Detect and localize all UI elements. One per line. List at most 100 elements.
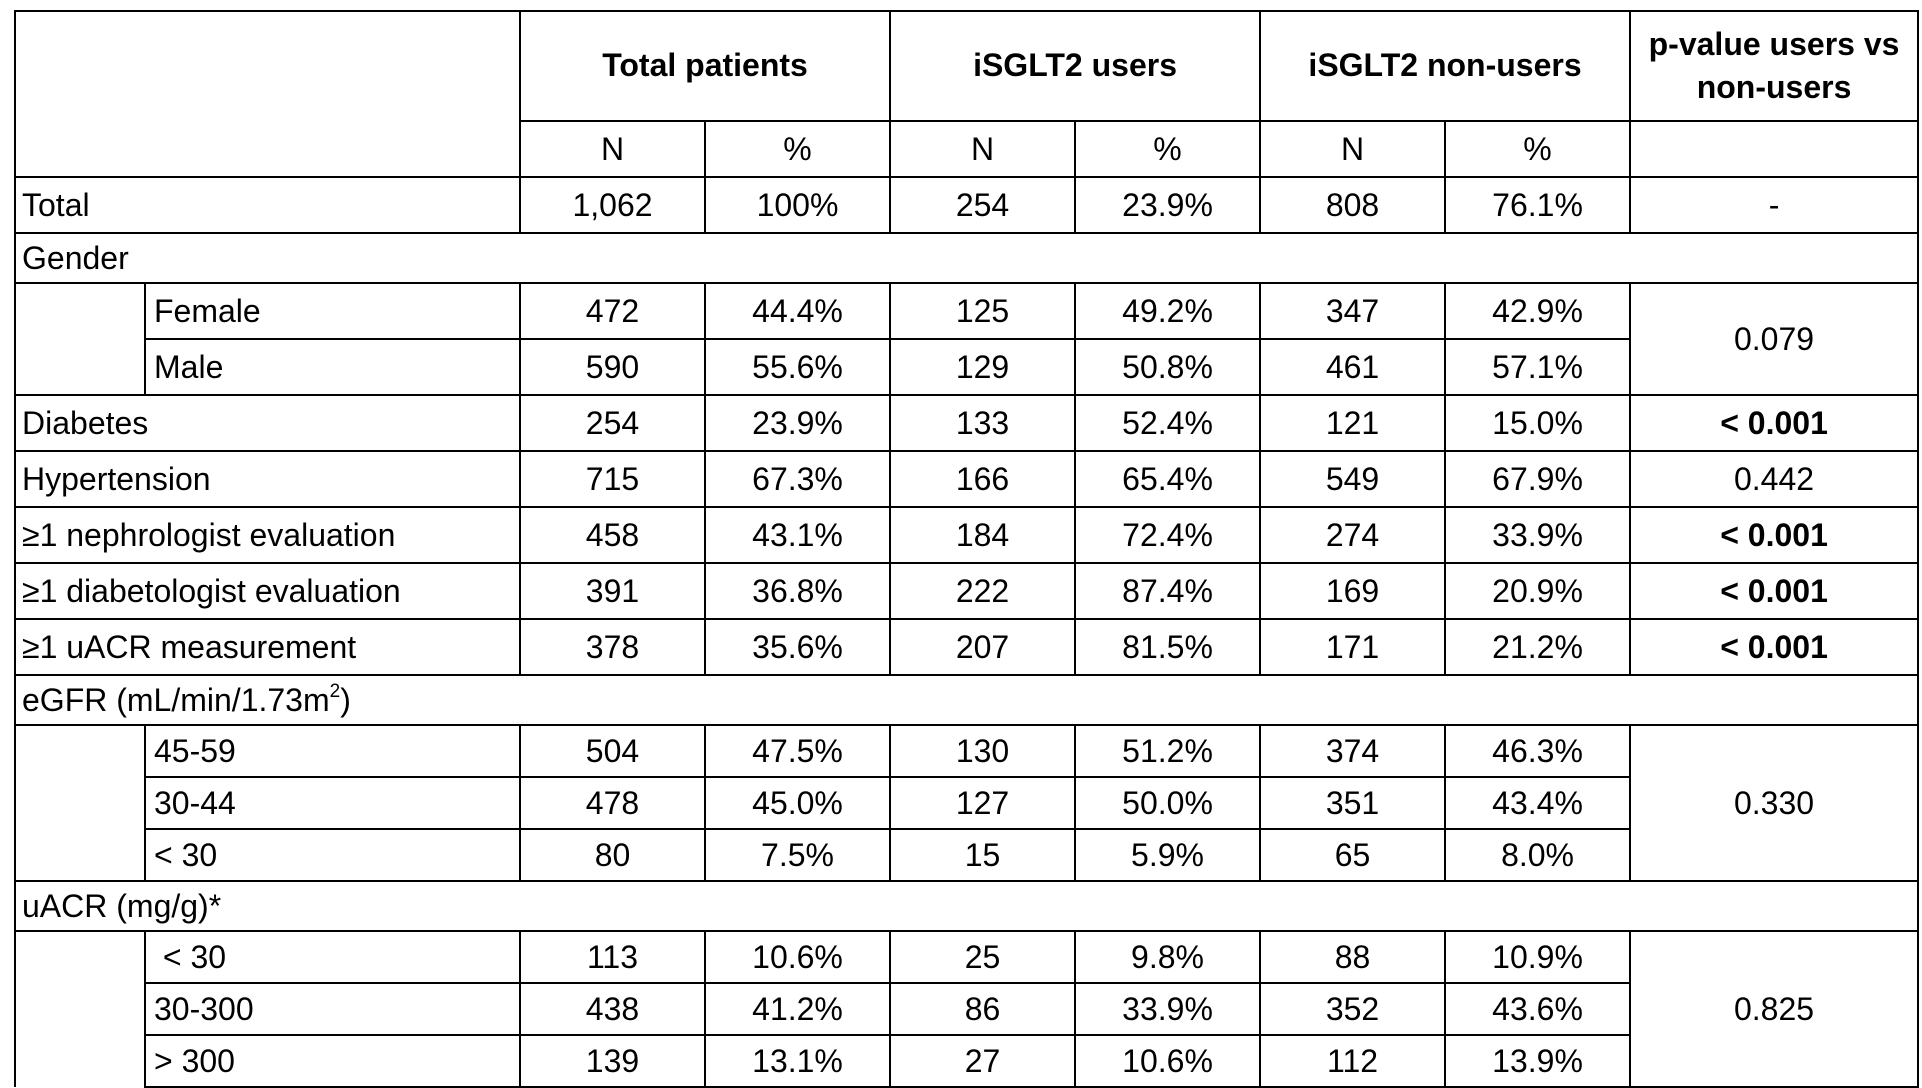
row-label: 30-44	[144, 776, 521, 830]
cell: 129	[889, 338, 1077, 396]
cell: 472	[519, 282, 706, 340]
cell: 112	[1259, 1034, 1447, 1088]
pvalue-cell: 0.825	[1629, 930, 1920, 1088]
cell: 127	[889, 776, 1077, 830]
cell: 46.3%	[1444, 724, 1632, 778]
indent-cell	[14, 724, 146, 881]
cell: 25	[889, 930, 1077, 984]
table-row: 45-59 504 47.5% 130 51.2% 374 46.3% 0.33…	[14, 724, 1920, 882]
cell: 15	[889, 828, 1077, 882]
cell: 42.9%	[1444, 282, 1632, 340]
table-row: ≥1 uACR measurement 378 35.6% 207 81.5% …	[14, 618, 1920, 676]
cell: 130	[889, 724, 1077, 778]
header-n: N	[1259, 120, 1447, 178]
pvalue-cell: < 0.001	[1629, 394, 1920, 452]
cell: 13.1%	[703, 1034, 892, 1088]
section-row: Gender	[13, 232, 1920, 284]
cell: 169	[1259, 562, 1447, 620]
cell: 5.9%	[1074, 828, 1262, 882]
header-pct: %	[703, 120, 892, 178]
pvalue-cell: < 0.001	[1629, 506, 1920, 564]
cell: 51.2%	[1074, 724, 1262, 778]
row-label: Hypertension	[14, 450, 521, 508]
cell: 438	[519, 982, 706, 1036]
row-label: 30-300	[144, 982, 521, 1036]
header-non-users: iSGLT2 non-users	[1259, 10, 1632, 122]
cell: 808	[1259, 176, 1447, 234]
cell: 100%	[703, 176, 892, 234]
cell: 76.1%	[1444, 176, 1632, 234]
header-n: N	[889, 120, 1077, 178]
cell: 374	[1259, 724, 1447, 778]
header-pct: %	[1444, 120, 1632, 178]
cell: 45.0%	[703, 776, 892, 830]
table-row: Diabetes 254 23.9% 133 52.4% 121 15.0% <…	[14, 394, 1920, 452]
cell: 13.9%	[1444, 1034, 1632, 1088]
table-row: > 300 139 13.1% 27 10.6% 112 13.9%	[15, 1034, 1918, 1088]
row-label: 45-59	[144, 724, 521, 778]
subheader-row: N % N % N %	[15, 120, 1920, 178]
section-label: Gender	[13, 232, 1920, 284]
pvalue-cell: -	[1629, 176, 1920, 234]
cell: 166	[889, 450, 1077, 508]
cell: 1,062	[519, 176, 706, 234]
cell: 44.4%	[703, 282, 892, 340]
cell: 47.5%	[703, 724, 892, 778]
header-pct: %	[1074, 120, 1262, 178]
cell: 43.4%	[1444, 776, 1632, 830]
cell: 15.0%	[1444, 394, 1632, 452]
cell: 41.2%	[703, 982, 892, 1036]
cell: 458	[519, 506, 706, 564]
cell: 87.4%	[1074, 562, 1262, 620]
cell: 121	[1259, 394, 1447, 452]
section-label: eGFR (mL/min/1.73m2)	[13, 674, 1920, 726]
cell: 7.5%	[703, 828, 892, 882]
cell: 133	[889, 394, 1077, 452]
cell: 254	[519, 394, 706, 452]
cell: 21.2%	[1444, 618, 1632, 676]
cell: 207	[889, 618, 1077, 676]
table-row: < 30 80 7.5% 15 5.9% 65 8.0%	[15, 828, 1918, 882]
pvalue-cell: < 0.001	[1629, 562, 1920, 620]
cell: 67.9%	[1444, 450, 1632, 508]
row-label: Male	[144, 338, 521, 396]
cell: 65.4%	[1074, 450, 1262, 508]
indent-cell	[14, 282, 146, 395]
cell: 10.6%	[703, 930, 892, 984]
corner-cell	[14, 10, 521, 178]
cell: 72.4%	[1074, 506, 1262, 564]
cell: 274	[1259, 506, 1447, 564]
row-label: Total	[14, 176, 521, 234]
row-label: Diabetes	[14, 394, 521, 452]
cell: 50.0%	[1074, 776, 1262, 830]
cell: 171	[1259, 618, 1447, 676]
table-row: Hypertension 715 67.3% 166 65.4% 549 67.…	[14, 450, 1920, 508]
pvalue-cell: < 0.001	[1629, 618, 1920, 676]
header-users: iSGLT2 users	[889, 10, 1262, 122]
egfr-label-sup: 2	[329, 680, 341, 702]
cell: 80	[519, 828, 706, 882]
section-row: eGFR (mL/min/1.73m2)	[13, 674, 1920, 726]
cell: 65	[1259, 828, 1447, 882]
cell: 43.1%	[703, 506, 892, 564]
cell: 52.4%	[1074, 394, 1262, 452]
cell: 20.9%	[1444, 562, 1632, 620]
cell: 254	[889, 176, 1077, 234]
pvalue-cell: 0.330	[1629, 724, 1920, 882]
row-label: ≥1 diabetologist evaluation	[14, 562, 521, 620]
cell: 36.8%	[703, 562, 892, 620]
cell: 351	[1259, 776, 1447, 830]
egfr-label: eGFR (mL/min/1.73m	[22, 681, 330, 718]
row-label: < 30	[144, 828, 521, 882]
cell: 33.9%	[1074, 982, 1262, 1036]
section-label: uACR (mg/g)*	[13, 880, 1920, 932]
cell: 113	[519, 930, 706, 984]
indent-cell	[14, 930, 146, 1087]
results-table: Total patients iSGLT2 users iSGLT2 non-u…	[13, 10, 1920, 1088]
cell: 222	[889, 562, 1077, 620]
cell: 88	[1259, 930, 1447, 984]
section-row: uACR (mg/g)*	[13, 880, 1920, 932]
cell: 81.5%	[1074, 618, 1262, 676]
cell: 10.9%	[1444, 930, 1632, 984]
cell: 478	[519, 776, 706, 830]
